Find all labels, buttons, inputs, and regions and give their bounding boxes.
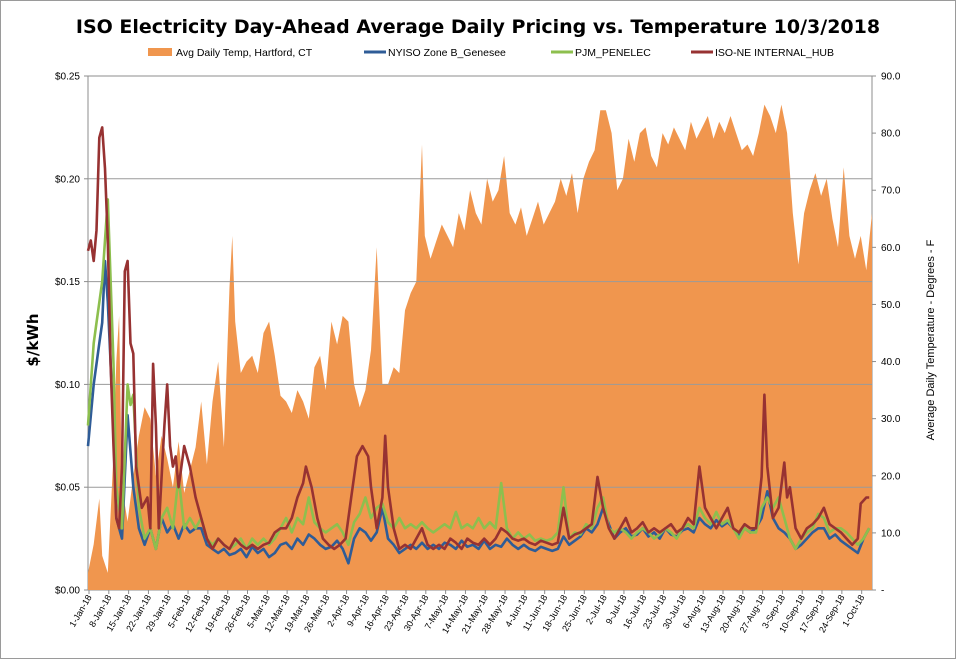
y-tick-label: $0.20 xyxy=(55,174,80,185)
y2-tick-label: 10.0 xyxy=(881,528,901,539)
chart-title: ISO Electricity Day-Ahead Average Daily … xyxy=(76,16,880,38)
y2-tick-label: 30.0 xyxy=(881,414,901,425)
series-area-avg-daily-temp-hartford-ct xyxy=(88,104,872,590)
y2-tick-label: 70.0 xyxy=(881,186,901,197)
y2-tick-label: 90.0 xyxy=(881,72,901,83)
y-tick-label: $0.00 xyxy=(55,586,80,597)
y2-tick-label: 80.0 xyxy=(881,129,901,140)
legend-label-iso-ne-internal-hub: ISO-NE INTERNAL_HUB xyxy=(715,47,834,59)
y-tick-label: $0.10 xyxy=(55,380,80,391)
legend-label-avg-daily-temp-hartford-ct: Avg Daily Temp, Hartford, CT xyxy=(176,47,313,59)
legend-label-pjm-penelec: PJM_PENELEC xyxy=(575,47,651,59)
gridlines xyxy=(88,178,872,488)
y2-tick-label: 40.0 xyxy=(881,357,901,368)
y2-tick-label: 20.0 xyxy=(881,471,901,482)
y-tick-label: $0.25 xyxy=(55,72,80,83)
legend-swatch-avg-daily-temp-hartford-ct xyxy=(148,48,172,56)
y2-axis-label: Average Daily Temperature - Degrees - F xyxy=(925,239,937,440)
temperature-area-layer xyxy=(88,104,872,590)
y-tick-label: $0.05 xyxy=(55,483,80,494)
price-lines-layer xyxy=(86,126,871,565)
y2-tick-label: 60.0 xyxy=(881,243,901,254)
y2-tick-label: 50.0 xyxy=(881,300,901,311)
legend: Avg Daily Temp, Hartford, CT NYISO Zone B… xyxy=(148,47,834,59)
series-line-iso-ne-internal-hub xyxy=(86,126,870,551)
y-tick-label: $0.15 xyxy=(55,277,80,288)
y-axis-label: $/kWh xyxy=(24,313,42,366)
legend-label-nyiso-zone-b-genesee: NYISO Zone B_Genesee xyxy=(388,47,506,59)
y2-tick-label: - xyxy=(881,586,884,597)
